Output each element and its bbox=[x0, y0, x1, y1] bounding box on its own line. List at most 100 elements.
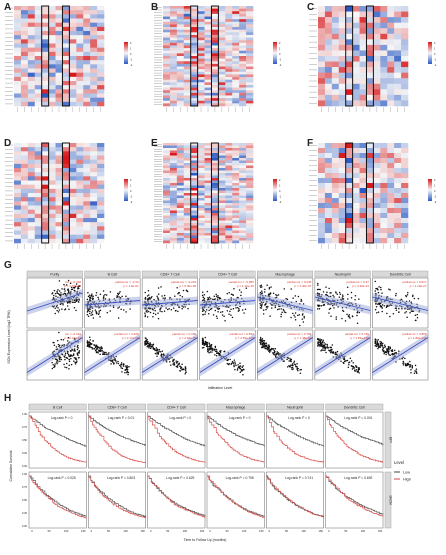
scatter-point bbox=[333, 296, 335, 298]
heatmap-cell bbox=[83, 239, 90, 243]
scatter-point bbox=[287, 299, 289, 301]
heatmap-cell bbox=[49, 226, 56, 230]
heatmap-cell bbox=[198, 64, 205, 67]
heatmap-panels: 210-1-2210-1-2210-1-2210-1-2210-1-2210-1… bbox=[5, 6, 437, 249]
facet-frame bbox=[266, 412, 323, 468]
scatter-point bbox=[179, 366, 181, 368]
heatmap-cell bbox=[198, 153, 205, 156]
scatter-point bbox=[58, 311, 60, 313]
heatmap-cell bbox=[69, 226, 76, 230]
scatter-point bbox=[394, 350, 396, 352]
x-tick-label: 50 bbox=[285, 529, 288, 533]
scatter-point bbox=[100, 294, 102, 296]
heatmap-cell bbox=[198, 40, 205, 43]
heatmap-cell bbox=[339, 228, 346, 233]
heatmap-cell bbox=[191, 40, 198, 43]
heatmap-cell bbox=[205, 166, 212, 169]
scatter-point bbox=[205, 341, 207, 343]
heatmap-cell bbox=[325, 34, 332, 40]
heatmap-cell bbox=[239, 183, 246, 186]
scatter-point bbox=[267, 306, 269, 308]
heatmap-cell bbox=[97, 56, 104, 60]
heatmap-cell bbox=[373, 100, 380, 106]
heatmap-cell bbox=[184, 88, 191, 91]
scatter-point bbox=[109, 310, 111, 312]
heatmap-cell bbox=[198, 156, 205, 159]
heatmap-cell bbox=[394, 45, 401, 51]
heatmap-cell bbox=[76, 81, 83, 85]
scatter-point bbox=[122, 368, 124, 370]
heatmap-cell bbox=[225, 231, 232, 234]
heatmap-cell bbox=[239, 38, 246, 41]
heatmap-cell bbox=[56, 69, 63, 73]
heatmap-cell bbox=[205, 223, 212, 226]
heatmap-cell bbox=[401, 143, 408, 148]
heatmap-cell bbox=[325, 78, 332, 84]
heatmap-cell bbox=[246, 43, 253, 46]
scatter-point bbox=[392, 349, 394, 351]
scatter-point bbox=[318, 340, 320, 342]
heatmap-cell bbox=[246, 19, 253, 22]
scatter-point bbox=[223, 315, 225, 317]
heatmap-cell bbox=[318, 178, 325, 183]
heatmap-cell bbox=[360, 213, 367, 218]
heatmap-cell bbox=[225, 198, 232, 201]
heatmap-cell bbox=[373, 28, 380, 34]
heatmap-cell bbox=[49, 31, 56, 35]
scatter-point bbox=[77, 347, 79, 349]
y-axis-label: SCN Expression Level (log2 TPM) bbox=[7, 310, 11, 363]
heatmap-cell bbox=[42, 206, 49, 210]
heatmap-cell bbox=[318, 198, 325, 203]
heatmap-cell bbox=[69, 235, 76, 239]
heatmap-cell bbox=[83, 235, 90, 239]
y-tick-label: 0.00 bbox=[22, 524, 28, 528]
heatmap-cell bbox=[401, 163, 408, 168]
heatmap-cell bbox=[177, 6, 184, 9]
heatmap-cell bbox=[246, 163, 253, 166]
heatmap-cell bbox=[205, 241, 212, 244]
heatmap-cell bbox=[232, 51, 239, 54]
heatmap-cell bbox=[28, 102, 35, 106]
heatmap-cell bbox=[191, 51, 198, 54]
heatmap-cell bbox=[35, 98, 42, 102]
heatmap-cell bbox=[21, 81, 28, 85]
scatter-point bbox=[61, 359, 63, 361]
heatmap-cell bbox=[198, 77, 205, 80]
heatmap-cell bbox=[191, 82, 198, 85]
heatmap-cell bbox=[232, 45, 239, 48]
heatmap-cell bbox=[177, 53, 184, 56]
heatmap-cell bbox=[360, 56, 367, 62]
heatmap-cell bbox=[401, 153, 408, 158]
heatmap-cell bbox=[170, 208, 177, 211]
heatmap-cell bbox=[177, 67, 184, 70]
heatmap-cell bbox=[76, 210, 83, 214]
heatmap-cell bbox=[387, 95, 394, 101]
heatmap-cell bbox=[239, 181, 246, 184]
scatter-point bbox=[202, 311, 204, 313]
heatmap-cell bbox=[380, 238, 387, 243]
heatmap-cell bbox=[163, 53, 170, 56]
heatmap-cell bbox=[246, 22, 253, 25]
heatmap-cell bbox=[380, 28, 387, 34]
heatmap-cell bbox=[163, 27, 170, 30]
facet-label: B Cell bbox=[53, 406, 63, 410]
heatmap-cell bbox=[394, 183, 401, 188]
heatmap-cell bbox=[49, 143, 56, 147]
heatmap-cell bbox=[380, 45, 387, 51]
heatmap-cell bbox=[163, 238, 170, 241]
facet-label: CD8+ T Cell bbox=[107, 406, 126, 410]
scatter-point bbox=[269, 287, 271, 289]
heatmap-cell bbox=[232, 203, 239, 206]
scatter-point bbox=[353, 367, 355, 369]
scatter-point bbox=[273, 292, 275, 294]
scatter-point bbox=[101, 348, 103, 350]
heatmap-cell bbox=[21, 235, 28, 239]
heatmap-cell bbox=[170, 206, 177, 209]
heatmap-cell bbox=[191, 153, 198, 156]
scatter-point bbox=[74, 357, 76, 359]
heatmap-cell bbox=[163, 95, 170, 98]
heatmap-cell bbox=[360, 6, 367, 12]
colorbar-tick-label: 2 bbox=[279, 42, 281, 45]
heatmap-cell bbox=[198, 213, 205, 216]
